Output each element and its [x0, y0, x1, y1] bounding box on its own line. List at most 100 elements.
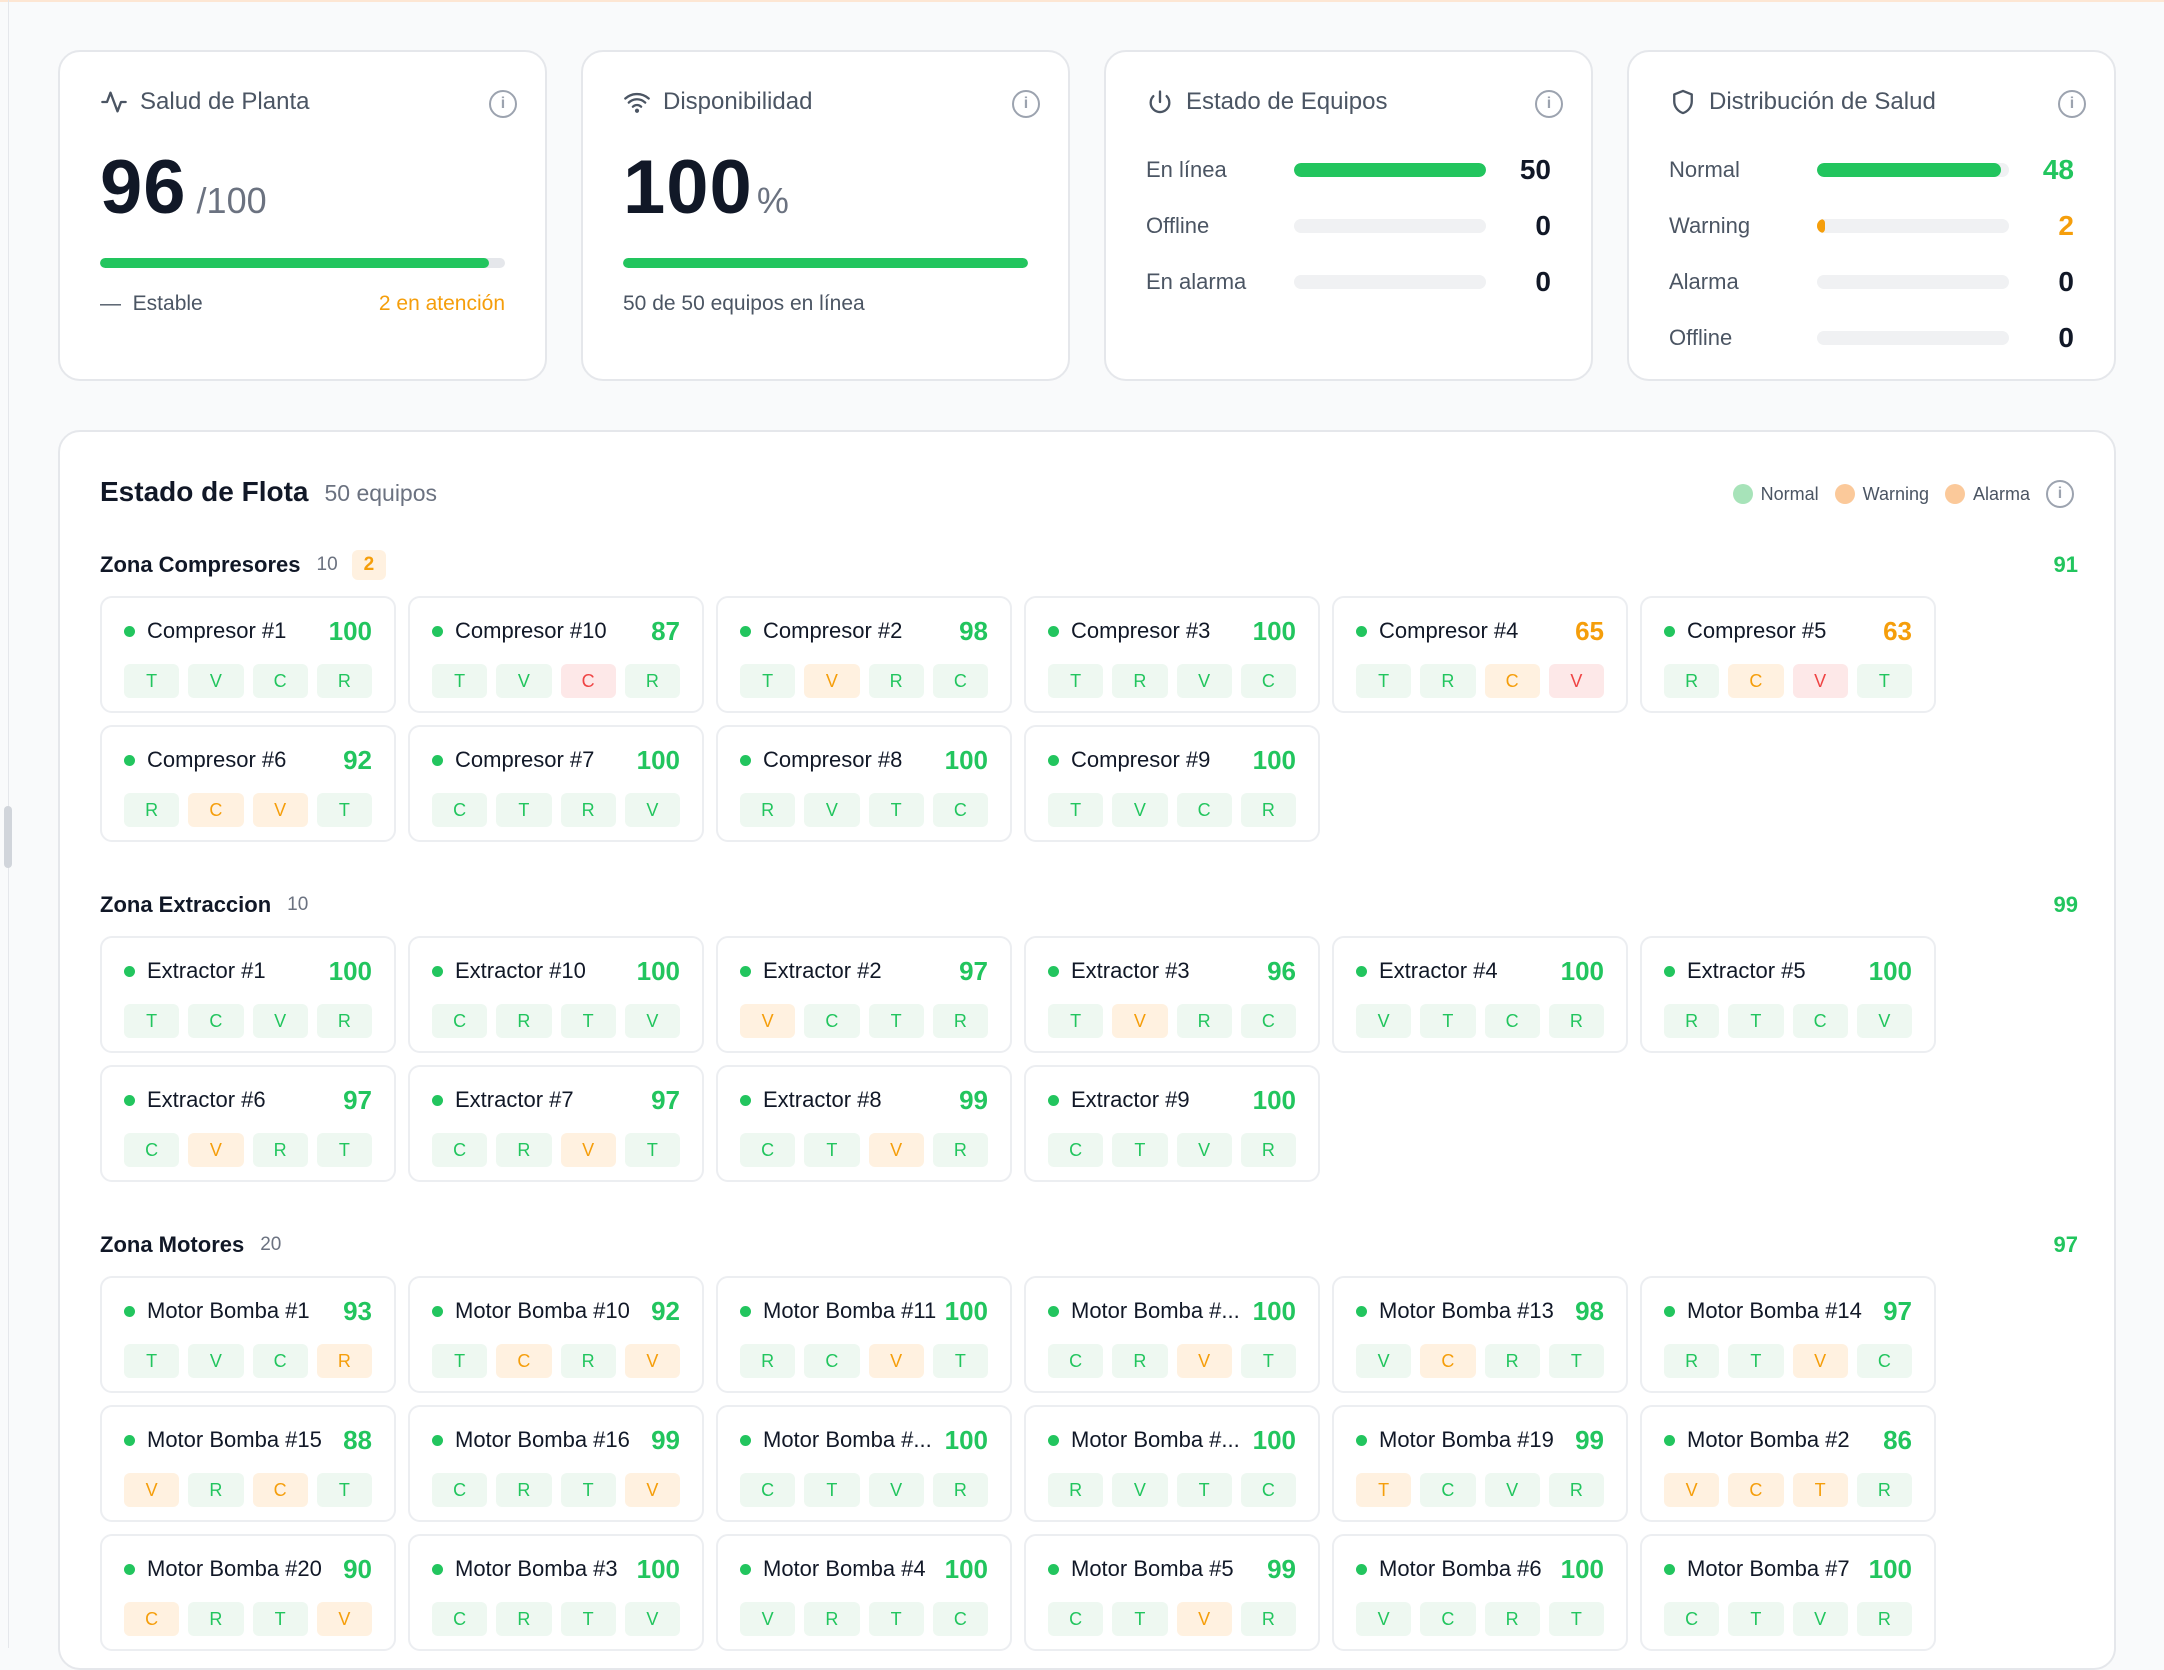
info-icon[interactable]: i	[1535, 90, 1563, 118]
sensor-tag[interactable]: C	[124, 1133, 180, 1167]
sensor-tag[interactable]: R	[1664, 664, 1720, 698]
sensor-tag[interactable]: R	[1548, 1473, 1604, 1507]
equipment-card[interactable]: Compresor #2 98 T V R C	[716, 596, 1012, 713]
sensor-tag[interactable]: V	[188, 1133, 244, 1167]
sensor-tag[interactable]: V	[868, 1344, 924, 1378]
equipment-card[interactable]: Extractor #1 100 T C V R	[100, 936, 396, 1053]
sensor-tag[interactable]: R	[932, 1473, 988, 1507]
sensor-tag[interactable]: T	[124, 664, 180, 698]
sensor-tag[interactable]: V	[1176, 664, 1232, 698]
sensor-tag[interactable]: V	[1176, 1602, 1232, 1636]
sensor-tag[interactable]: V	[1112, 1004, 1168, 1038]
sensor-tag[interactable]: C	[432, 1133, 488, 1167]
sensor-tag[interactable]: R	[1664, 1344, 1720, 1378]
sensor-tag[interactable]: V	[496, 664, 552, 698]
attention-count[interactable]: 2 en atención	[378, 292, 505, 315]
sensor-tag[interactable]: C	[1048, 1344, 1104, 1378]
sensor-tag[interactable]: C	[1484, 664, 1540, 698]
sensor-tag[interactable]: R	[1548, 1004, 1604, 1038]
sensor-tag[interactable]: R	[252, 1133, 308, 1167]
sensor-tag[interactable]: C	[1240, 1004, 1296, 1038]
sensor-tag[interactable]: T	[316, 1473, 372, 1507]
sensor-tag[interactable]: T	[496, 793, 552, 827]
sensor-tag[interactable]: C	[124, 1602, 180, 1636]
sensor-tag[interactable]: C	[1240, 664, 1296, 698]
sensor-tag[interactable]: C	[1856, 1344, 1912, 1378]
equipment-card[interactable]: Compresor #6 92 R C V T	[100, 725, 396, 842]
sensor-tag[interactable]: C	[740, 1133, 796, 1167]
info-icon[interactable]: i	[1012, 90, 1040, 118]
sensor-tag[interactable]: C	[432, 793, 488, 827]
sensor-tag[interactable]: R	[1176, 1004, 1232, 1038]
sensor-tag[interactable]: R	[932, 1133, 988, 1167]
equipment-card[interactable]: Motor Bomba #13 98 V C R T	[1332, 1276, 1628, 1393]
sensor-tag[interactable]: R	[124, 793, 180, 827]
sensor-tag[interactable]: V	[1176, 1133, 1232, 1167]
sensor-tag[interactable]: C	[188, 793, 244, 827]
equipment-card[interactable]: Extractor #3 96 T V R C	[1024, 936, 1320, 1053]
sensor-tag[interactable]: R	[496, 1473, 552, 1507]
sensor-tag[interactable]: V	[804, 664, 860, 698]
sensor-tag[interactable]: V	[740, 1004, 796, 1038]
equipment-card[interactable]: Compresor #7 100 C T R V	[408, 725, 704, 842]
sensor-tag[interactable]: V	[560, 1133, 616, 1167]
sensor-tag[interactable]: C	[252, 1473, 308, 1507]
equipment-card[interactable]: Extractor #9 100 C T V R	[1024, 1065, 1320, 1182]
sensor-tag[interactable]: C	[1420, 1602, 1476, 1636]
sensor-tag[interactable]: C	[252, 664, 308, 698]
sensor-tag[interactable]: T	[432, 664, 488, 698]
sensor-tag[interactable]: C	[1728, 1473, 1784, 1507]
sensor-tag[interactable]: T	[560, 1473, 616, 1507]
sensor-tag[interactable]: R	[1112, 664, 1168, 698]
sensor-tag[interactable]: T	[932, 1344, 988, 1378]
sensor-tag[interactable]: T	[1728, 1344, 1784, 1378]
equipment-card[interactable]: Compresor #1 100 T V C R	[100, 596, 396, 713]
equipment-card[interactable]: Motor Bomba #20 90 C R T V	[100, 1534, 396, 1651]
equipment-card[interactable]: Extractor #5 100 R T C V	[1640, 936, 1936, 1053]
sensor-tag[interactable]: R	[1240, 793, 1296, 827]
sensor-tag[interactable]: T	[560, 1004, 616, 1038]
sensor-tag[interactable]: R	[740, 793, 796, 827]
sensor-tag[interactable]: V	[1856, 1004, 1912, 1038]
sensor-tag[interactable]: T	[868, 1004, 924, 1038]
sensor-tag[interactable]: V	[252, 1004, 308, 1038]
equipment-card[interactable]: Compresor #10 87 T V C R	[408, 596, 704, 713]
sensor-tag[interactable]: R	[316, 664, 372, 698]
zone-header[interactable]: Zona Motores 20 97	[100, 1230, 2078, 1260]
sensor-tag[interactable]: V	[804, 793, 860, 827]
sensor-tag[interactable]: V	[1176, 1344, 1232, 1378]
info-icon[interactable]: i	[2058, 90, 2086, 118]
sensor-tag[interactable]: T	[560, 1602, 616, 1636]
equipment-card[interactable]: Motor Bomba #15 88 V R C T	[100, 1405, 396, 1522]
sensor-tag[interactable]: R	[1664, 1004, 1720, 1038]
sensor-tag[interactable]: R	[1856, 1602, 1912, 1636]
sensor-tag[interactable]: R	[496, 1004, 552, 1038]
sensor-tag[interactable]: V	[1356, 1004, 1412, 1038]
equipment-card[interactable]: Motor Bomba #... 100 C R V T	[1024, 1276, 1320, 1393]
equipment-card[interactable]: Extractor #10 100 C R T V	[408, 936, 704, 1053]
sensor-tag[interactable]: T	[432, 1344, 488, 1378]
sensor-tag[interactable]: V	[624, 793, 680, 827]
sensor-tag[interactable]: C	[560, 664, 616, 698]
equipment-card[interactable]: Motor Bomba #2 86 V C T R	[1640, 1405, 1936, 1522]
sensor-tag[interactable]: R	[1420, 664, 1476, 698]
sensor-tag[interactable]: R	[496, 1133, 552, 1167]
equipment-card[interactable]: Motor Bomba #... 100 R V T C	[1024, 1405, 1320, 1522]
equipment-card[interactable]: Motor Bomba #6 100 V C R T	[1332, 1534, 1628, 1651]
sensor-tag[interactable]: V	[316, 1602, 372, 1636]
sensor-tag[interactable]: V	[1548, 664, 1604, 698]
sensor-tag[interactable]: C	[932, 1602, 988, 1636]
sensor-tag[interactable]: C	[1176, 793, 1232, 827]
sensor-tag[interactable]: R	[316, 1344, 372, 1378]
sensor-tag[interactable]: T	[1112, 1133, 1168, 1167]
sensor-tag[interactable]: R	[1240, 1133, 1296, 1167]
sensor-tag[interactable]: V	[1792, 664, 1848, 698]
sensor-tag[interactable]: R	[740, 1344, 796, 1378]
sensor-tag[interactable]: C	[1048, 1602, 1104, 1636]
sensor-tag[interactable]: V	[1484, 1473, 1540, 1507]
sensor-tag[interactable]: C	[1420, 1344, 1476, 1378]
sensor-tag[interactable]: C	[1664, 1602, 1720, 1636]
sensor-tag[interactable]: C	[432, 1473, 488, 1507]
sensor-tag[interactable]: V	[624, 1344, 680, 1378]
sensor-tag[interactable]: T	[1548, 1344, 1604, 1378]
